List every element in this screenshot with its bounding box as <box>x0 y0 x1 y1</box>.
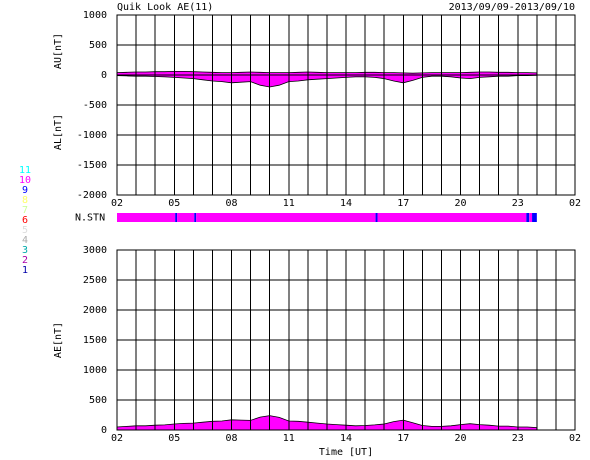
x-tick-label: 02 <box>569 198 581 209</box>
y-tick-label: 2500 <box>83 275 107 286</box>
x-tick-label: 14 <box>340 198 352 209</box>
x-tick-label: 02 <box>569 433 581 444</box>
x-tick-label: 17 <box>397 198 409 209</box>
area <box>116 415 538 431</box>
x-tick-label: 02 <box>111 198 123 209</box>
x-tick-label: 20 <box>454 433 466 444</box>
station-label: N.STN <box>75 213 105 224</box>
legend-entry: 1 <box>22 265 28 276</box>
x-tick-label: 23 <box>512 198 524 209</box>
x-tick-label: 08 <box>225 198 237 209</box>
legend-entry: 6 <box>22 215 28 226</box>
y-tick-label: 1000 <box>83 365 107 376</box>
station-segment <box>375 213 378 222</box>
y-tick-label: -2000 <box>77 190 107 201</box>
station-segment <box>529 213 533 222</box>
y-tick-label: 0 <box>101 425 107 436</box>
x-tick-label: 05 <box>168 433 180 444</box>
plot-frame <box>116 249 576 431</box>
station-segment <box>526 213 530 222</box>
y-tick-label: -1500 <box>77 160 107 171</box>
y-tick-label: 1500 <box>83 335 107 346</box>
station-segment <box>532 213 537 222</box>
station-segment <box>194 213 197 222</box>
y-tick-label: 0 <box>101 70 107 81</box>
x-tick-label: 11 <box>283 433 295 444</box>
legend-entry: 10 <box>19 175 31 186</box>
y-axis-label: AE[nT] <box>53 322 64 358</box>
legend-entry: 7 <box>22 205 28 216</box>
y-tick-label: -500 <box>83 100 107 111</box>
station-segment <box>177 213 195 222</box>
date-range: 2013/09/09-2013/09/10 <box>449 2 575 13</box>
legend-entry: 3 <box>22 245 28 256</box>
station-segment <box>196 213 376 222</box>
x-tick-label: 08 <box>225 433 237 444</box>
y-tick-label: 3000 <box>83 245 107 256</box>
y-tick-label: 1000 <box>83 10 107 21</box>
legend-entry: 4 <box>22 235 28 246</box>
y-axis-label: AU[nT] <box>53 33 64 69</box>
y-tick-label: 500 <box>89 40 107 51</box>
station-segment <box>377 213 527 222</box>
y-tick-label: 2000 <box>83 305 107 316</box>
x-tick-label: 11 <box>283 198 295 209</box>
legend-entry: 11 <box>19 165 31 176</box>
x-tick-label: 20 <box>454 198 466 209</box>
legend-entry: 8 <box>22 195 28 206</box>
x-tick-label: 14 <box>340 433 352 444</box>
chart-title: Quik Look AE(11) <box>117 2 213 13</box>
legend-entry: 9 <box>22 185 28 196</box>
y-tick-label: 500 <box>89 395 107 406</box>
station-segment <box>117 213 176 222</box>
x-axis-label: Time [UT] <box>319 447 373 458</box>
y-axis-label: AL[nT] <box>53 114 64 150</box>
y-tick-label: -1000 <box>77 130 107 141</box>
x-tick-label: 05 <box>168 198 180 209</box>
legend-entry: 5 <box>22 225 28 236</box>
station-segment <box>175 213 178 222</box>
x-tick-label: 23 <box>512 433 524 444</box>
area <box>116 74 538 88</box>
x-tick-label: 02 <box>111 433 123 444</box>
legend-entry: 2 <box>22 255 28 266</box>
plot-frame <box>116 14 576 196</box>
x-tick-label: 17 <box>397 433 409 444</box>
